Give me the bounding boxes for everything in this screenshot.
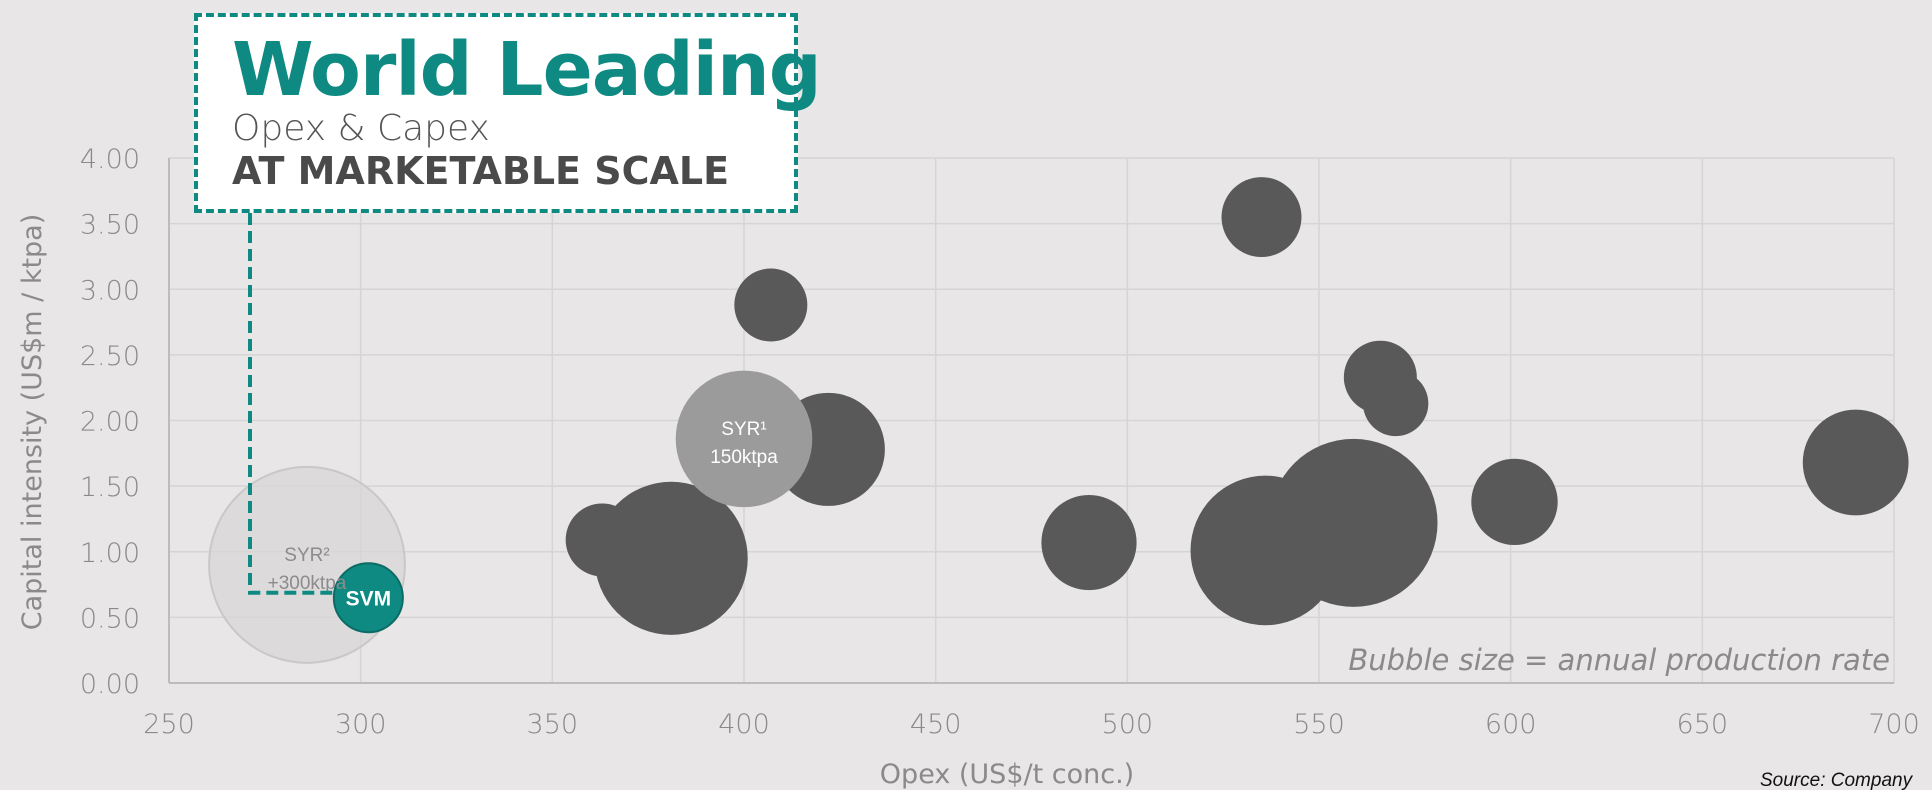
- y-tick-label: 3.00: [80, 275, 140, 306]
- x-tick-label: 350: [527, 709, 579, 740]
- syr-current-label: SYR¹: [721, 419, 766, 440]
- x-tick-label: 400: [718, 709, 770, 740]
- x-tick-label: 550: [1293, 709, 1345, 740]
- callout-connector: [248, 213, 334, 595]
- svm-bubble: [332, 562, 404, 634]
- y-tick-label: 2.50: [80, 341, 140, 372]
- syr-current-capacity-label: 150ktpa: [710, 447, 778, 468]
- y-tick-label: 3.50: [80, 210, 140, 241]
- y-tick-label: 1.00: [80, 538, 140, 569]
- axes: 250 300 350 400 450 500 550 600 650 700 0.00 0.50 1.…: [80, 144, 1920, 740]
- x-tick-label: 450: [910, 709, 962, 740]
- peer-bubble: [1269, 438, 1438, 607]
- x-tick-label: 250: [143, 709, 195, 740]
- callout-headline: World Leading: [232, 27, 822, 113]
- syr-expansion-label: SYR²: [284, 545, 329, 566]
- y-axis-title: Capital intensity (US$m / ktpa): [17, 214, 48, 631]
- callout-subtitle: Opex & Capex: [232, 108, 490, 149]
- peer-bubble: [1221, 177, 1302, 258]
- svm-label: SVM: [346, 588, 392, 611]
- x-tick-label: 500: [1102, 709, 1154, 740]
- callout-scale-line: AT MARKETABLE SCALE: [232, 149, 730, 193]
- bubble-size-note: Bubble size = annual production rate: [1348, 643, 1890, 677]
- gridlines: [169, 157, 1895, 683]
- y-tick-label: 0.50: [80, 603, 140, 634]
- x-tick-label: 650: [1677, 709, 1729, 740]
- bubbles: [208, 177, 1909, 664]
- y-tick-label: 0.00: [80, 669, 140, 700]
- x-tick-label: 700: [1868, 709, 1920, 740]
- source-note: Source: Company: [1760, 770, 1914, 790]
- syr-current-bubble: [675, 370, 813, 508]
- y-tick-label: 2.00: [80, 407, 140, 438]
- x-axis-title: Opex (US$/t conc.): [880, 759, 1134, 790]
- callout-box: World Leading Opex & Capex AT MARKETABLE…: [194, 13, 822, 213]
- x-tick-label: 600: [1485, 709, 1537, 740]
- peer-bubble: [1802, 409, 1909, 516]
- peer-bubble: [1041, 494, 1137, 591]
- peer-bubble: [594, 481, 748, 635]
- peer-bubble: [1363, 370, 1429, 437]
- syr-expansion-capacity-label: +300ktpa: [268, 573, 347, 594]
- y-tick-label: 4.00: [80, 144, 140, 175]
- peer-bubble: [734, 268, 808, 342]
- x-tick-label: 300: [335, 709, 387, 740]
- y-tick-label: 1.50: [80, 472, 140, 503]
- peer-bubble: [1471, 458, 1558, 546]
